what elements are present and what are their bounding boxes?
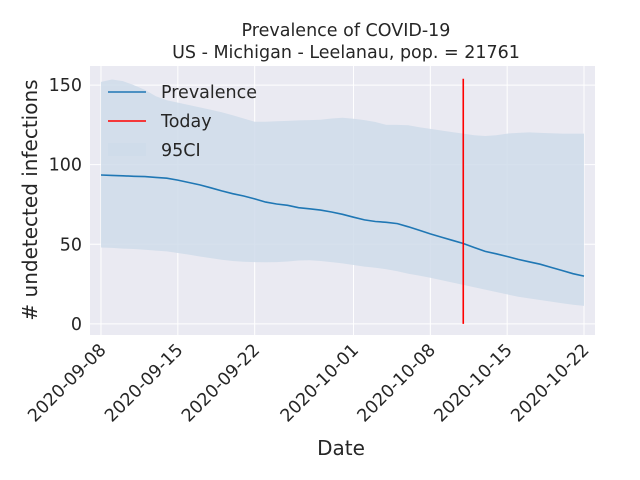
prevalence-line xyxy=(100,174,585,277)
legend-label-today: Today xyxy=(160,112,212,132)
x-tick-label: 2020-09-22 xyxy=(178,340,264,426)
y-tick-label: 50 xyxy=(60,235,82,255)
x-tick-label: 2020-10-01 xyxy=(277,340,363,426)
x-tick-label: 2020-09-08 xyxy=(24,340,110,426)
x-tick-label: 2020-10-15 xyxy=(431,340,517,426)
y-tick-label: 150 xyxy=(49,76,82,96)
chart-title: Prevalence of COVID-19 xyxy=(242,21,451,41)
y-axis-ticks: 0 50 100 150 xyxy=(49,76,82,335)
legend: Prevalence Today 95CI xyxy=(108,83,257,161)
y-axis-label: # undetected infections xyxy=(18,79,42,320)
legend-label-95ci: 95CI xyxy=(161,141,201,161)
x-axis-label: Date xyxy=(317,436,365,460)
y-tick-label: 0 xyxy=(71,315,82,335)
x-tick-label: 2020-10-22 xyxy=(508,340,594,426)
x-tick-label: 2020-09-15 xyxy=(101,340,187,426)
y-tick-label: 100 xyxy=(49,156,82,176)
chart-subtitle: US - Michigan - Leelanau, pop. = 21761 xyxy=(172,43,520,63)
legend-label-prevalence: Prevalence xyxy=(161,83,257,103)
legend-swatch-95ci xyxy=(108,143,146,156)
x-tick-label: 2020-10-08 xyxy=(354,340,440,426)
